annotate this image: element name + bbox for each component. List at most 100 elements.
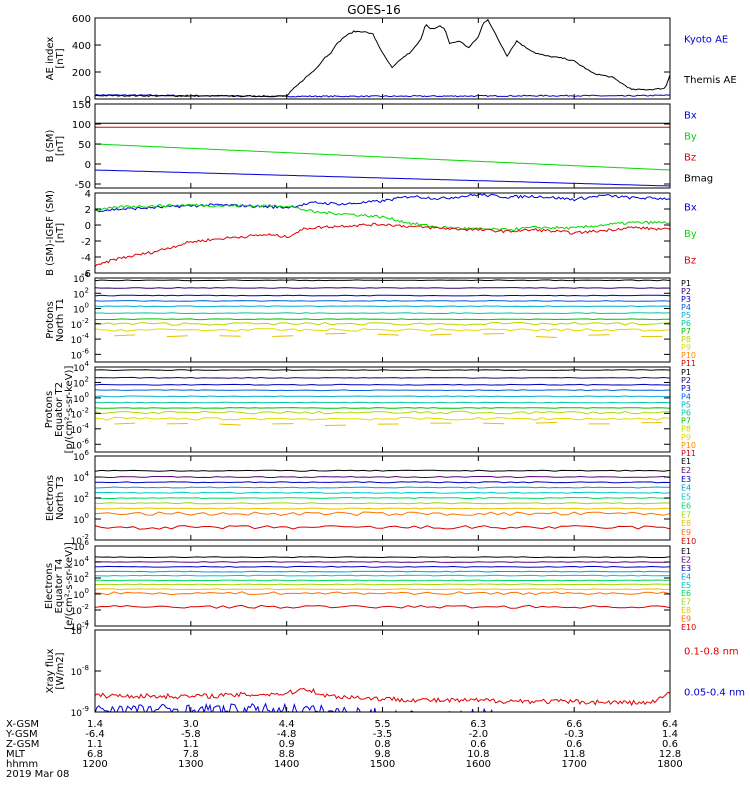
flux-line: [95, 401, 670, 404]
y-tick-label: 100: [73, 587, 89, 601]
legend-label: Bmag: [684, 174, 713, 185]
channel-label: P8: [681, 335, 691, 344]
flux-dash: [535, 421, 557, 424]
y-axis-label: [e/(cm²-s-sr-keV)]: [64, 542, 75, 630]
y-axis-label: Equator T2: [54, 382, 65, 437]
x-axis-row-label: Z-GSM: [6, 739, 39, 750]
legend-label: Bz: [684, 256, 696, 267]
x-axis-row-label: MLT: [6, 749, 26, 760]
x-axis-value: 5.5: [375, 719, 391, 730]
flux-line: [95, 312, 670, 315]
flux-dash: [114, 334, 136, 337]
flux-dash: [483, 422, 505, 425]
x-axis-value: 0.6: [470, 739, 486, 750]
flux-line: [95, 574, 670, 577]
x-axis-value: 1700: [561, 759, 586, 770]
panel-bsm: -50 0 50 100 150 B (SM) [nT] Bx By Bz Bmag: [45, 100, 713, 191]
y-tick-label: 104: [73, 555, 89, 569]
channel-label: P3: [681, 384, 691, 393]
y-tick-label: 102: [73, 286, 89, 300]
y-tick-label: 102: [73, 375, 89, 389]
x-axis-row-label: Y-GSM: [5, 729, 38, 740]
plot-area: [95, 369, 670, 426]
channel-label: E4: [681, 572, 691, 581]
chart-title: GOES-16: [347, 3, 401, 17]
y-tick-label: 2: [85, 205, 91, 216]
flux-line: [95, 486, 670, 489]
x-axis-value: 1500: [370, 759, 395, 770]
y-tick-label: 106: [73, 539, 89, 553]
series-line: [95, 203, 670, 232]
series-line: [95, 18, 670, 98]
y-axis-label: Equator T4: [54, 559, 65, 614]
flux-dash: [377, 333, 399, 336]
y-tick-label: 150: [72, 100, 91, 111]
x-axis-table: X-GSM 1.4 3.0 4.4 5.5 6.3 6.6 6.4 Y-GSM -6.4 -5.8 -…: [5, 719, 683, 780]
y-axis-label: North T3: [55, 476, 66, 520]
x-axis-value: 1.1: [87, 739, 103, 750]
flux-line: [95, 395, 670, 398]
y-tick-label: -50: [75, 180, 91, 191]
x-axis-value: 1.4: [87, 719, 103, 730]
x-axis-row-label: X-GSM: [6, 719, 39, 730]
flux-dash: [219, 423, 241, 426]
legend-label: Bx: [684, 202, 697, 213]
flux-line: [95, 469, 670, 472]
channel-label: P7: [681, 327, 691, 336]
y-tick-label: 0: [85, 160, 91, 171]
flux-line: [95, 389, 670, 392]
x-axis-value: 10.8: [467, 749, 489, 760]
x-axis-value: -3.5: [373, 729, 393, 740]
channel-label: P2: [681, 376, 691, 385]
channel-label: E9: [681, 528, 691, 537]
channel-label: P5: [681, 400, 691, 409]
flux-line: [95, 376, 670, 379]
y-axis-label: North T1: [55, 298, 66, 342]
channel-label: P3: [681, 295, 691, 304]
flux-line: [95, 305, 670, 308]
y-tick-label: 50: [78, 140, 91, 151]
y-axis-label: [W/m2]: [55, 652, 66, 689]
plot-area: [95, 193, 670, 268]
x-axis-value: 1600: [466, 759, 491, 770]
flux-line: [95, 294, 670, 297]
flux-line: [95, 570, 670, 573]
series-line: [95, 687, 670, 707]
x-axis-value: 0.9: [279, 739, 295, 750]
channel-label: E5: [681, 581, 691, 590]
channel-label: E2: [681, 555, 691, 564]
y-axis-label: [p/(cm²-s-sr-keV)]: [64, 366, 75, 454]
flux-line: [95, 407, 670, 409]
x-axis-value: 7.8: [183, 749, 199, 760]
y-tick-label: 102: [73, 491, 89, 505]
y-tick-label: 10-6: [71, 437, 90, 451]
x-axis-value: 6.6: [566, 719, 582, 730]
panel-frame: [94, 277, 671, 363]
flux-dash: [219, 335, 241, 337]
legend-label: By: [684, 229, 697, 240]
y-axis-label: Xray flux: [45, 649, 56, 694]
series-line: [95, 222, 670, 268]
y-tick-label: 10-2: [71, 317, 89, 331]
flux-dash: [272, 335, 294, 337]
x-axis-value: 1800: [657, 759, 682, 770]
y-tick-label: 100: [73, 512, 89, 526]
panel-ae: 0 200 400 600 AE index [nT] Kyoto AE Themis AE: [45, 14, 737, 106]
legend-label: Themis AE: [683, 75, 737, 86]
panel-frame: [94, 366, 671, 453]
y-tick-label: 100: [73, 391, 89, 405]
panel-frame: [94, 455, 671, 541]
y-tick-label: 10-4: [71, 332, 90, 346]
y-tick-label: 10-4: [71, 422, 90, 436]
y-tick-label: 10-2: [71, 533, 89, 547]
flux-line: [95, 475, 670, 479]
flux-line: [95, 561, 670, 563]
x-axis-value: 0.6: [566, 739, 582, 750]
channel-label: P8: [681, 425, 691, 434]
channel-label: P9: [681, 433, 691, 442]
x-axis-value: 0.6: [662, 739, 678, 750]
channel-label: P6: [681, 319, 691, 328]
